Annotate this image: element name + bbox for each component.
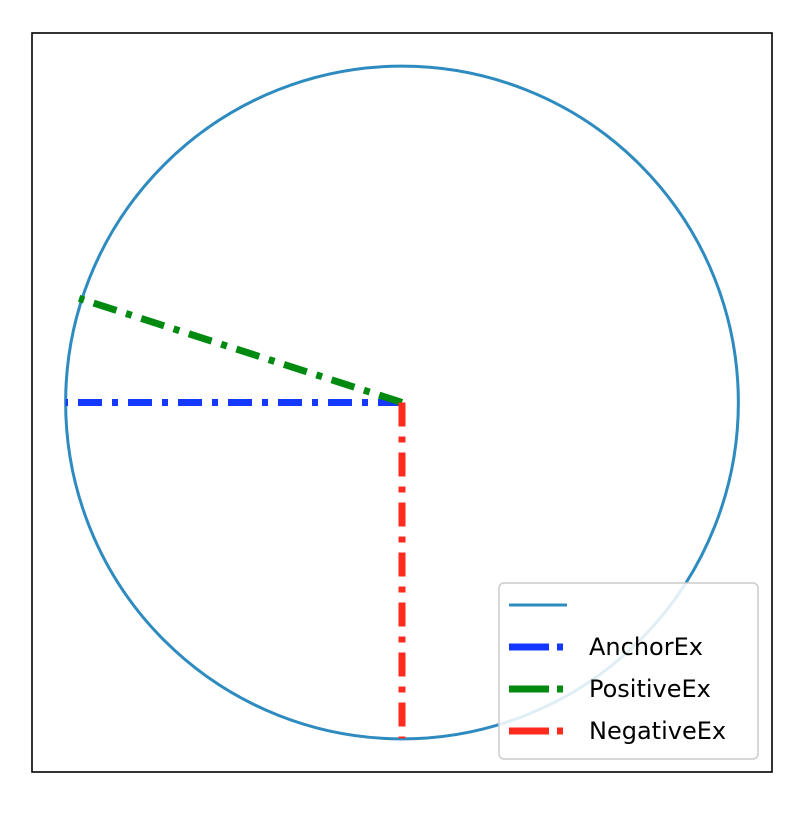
- legend-label: PositiveEx: [589, 675, 711, 703]
- legend-item: NegativeEx: [509, 717, 726, 745]
- legend-item: AnchorEx: [509, 633, 703, 661]
- legend-label: AnchorEx: [589, 633, 703, 661]
- legend-box: [498, 582, 759, 760]
- plot-marks: [64, 64, 740, 741]
- legend-label: NegativeEx: [589, 717, 726, 745]
- legend-item: PositiveEx: [509, 675, 711, 703]
- series-line-positiveex: [78, 295, 404, 406]
- legend: AnchorEx PositiveEx NegativeEx: [498, 582, 759, 760]
